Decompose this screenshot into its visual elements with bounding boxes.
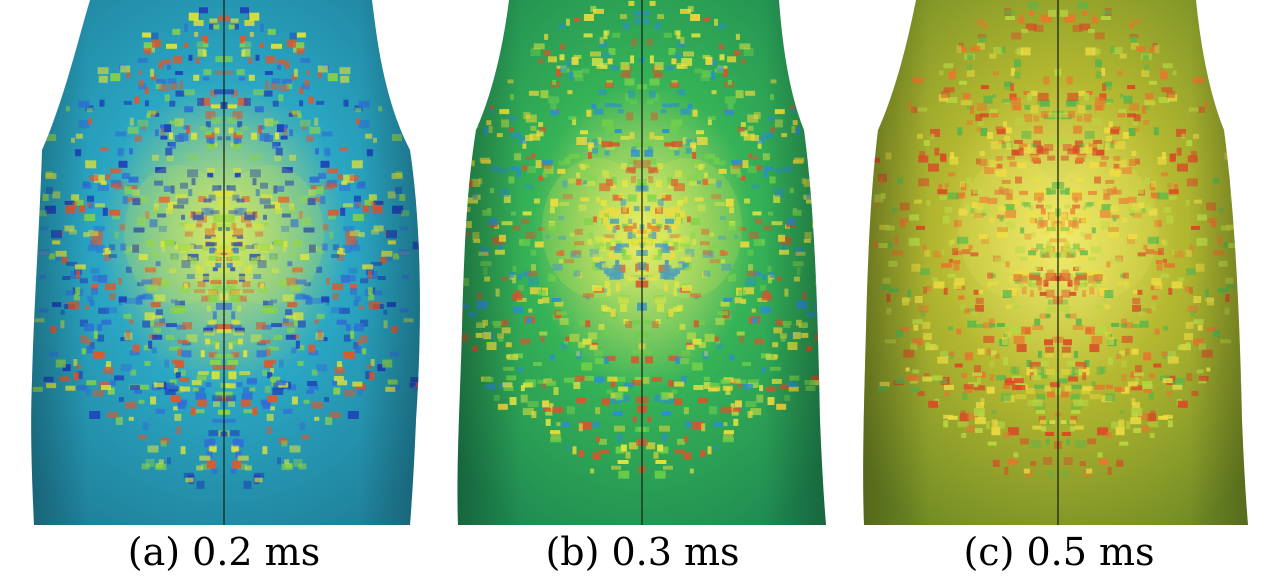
caption-c: (c) 0.5 ms — [963, 530, 1155, 574]
panel-b — [454, 0, 831, 525]
torso-render-c — [863, 0, 1249, 525]
caption-a: (a) 0.2 ms — [127, 530, 321, 574]
caption-b: (b) 0.3 ms — [545, 530, 740, 574]
torso-render-b — [457, 0, 826, 525]
torso-surface — [863, 0, 1249, 525]
torso-render-a — [31, 0, 420, 525]
torso-surface — [31, 0, 420, 525]
panel-c — [856, 0, 1262, 525]
panel-a — [12, 0, 436, 525]
